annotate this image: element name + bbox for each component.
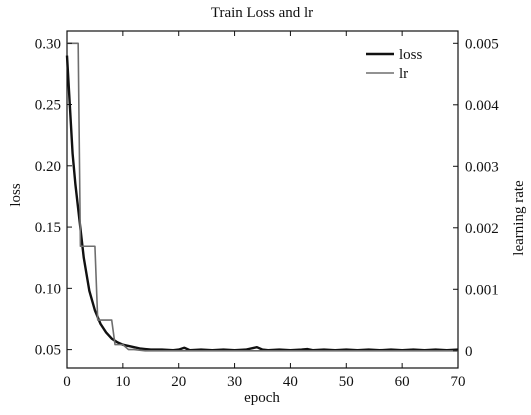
y-tick-label: 0.25 [35, 98, 61, 114]
series-line-loss [65, 55, 459, 352]
series-line-lr [67, 42, 458, 352]
y-tick-label: 0.30 [35, 36, 61, 52]
y2-tick-label: 0.005 [465, 36, 499, 52]
y-tick-label: 0.10 [35, 281, 61, 297]
x-tick-label: 50 [339, 374, 354, 390]
x-axis-title: epoch [244, 390, 280, 406]
plot-area-border [66, 30, 459, 369]
legend: loss lr [362, 38, 448, 82]
legend-label-loss: loss [399, 47, 423, 63]
y2-tick-label: 0.001 [465, 282, 499, 298]
y2-axis-title: learning rate [511, 180, 527, 256]
y2-tick-label: 0.003 [465, 159, 499, 175]
y-tick-label: 0.15 [35, 220, 61, 236]
x-tick-label: 10 [115, 374, 130, 390]
x-tick-label: 70 [451, 374, 466, 390]
chart-title: Train Loss and lr [211, 5, 313, 21]
y-axis-title: loss [8, 183, 24, 207]
x-tick-label: 60 [395, 374, 410, 390]
x-tick-label: 30 [227, 374, 242, 390]
ticks-layer: 0 10 20 30 40 50 60 70 0.05 0.10 0.15 0.20 0.25 0.30 0… [35, 31, 499, 390]
plot-frame [66, 30, 459, 369]
y2-tick-label: 0 [465, 344, 473, 360]
y2-tick-label: 0.004 [465, 98, 499, 114]
x-tick-label: 0 [63, 374, 71, 390]
y-tick-label: 0.20 [35, 159, 61, 175]
x-tick-label: 20 [171, 374, 186, 390]
legend-label-lr: lr [399, 66, 408, 82]
y-tick-label: 0.05 [35, 343, 61, 359]
series-layer [65, 42, 459, 352]
y2-tick-label: 0.002 [465, 221, 499, 237]
x-tick-label: 40 [283, 374, 298, 390]
